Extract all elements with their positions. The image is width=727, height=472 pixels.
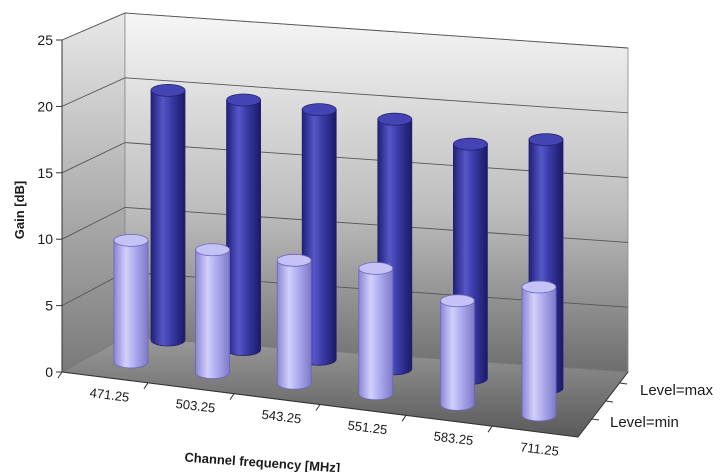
- x-tick-label: 583.25: [433, 428, 474, 448]
- y-tick-label: 0: [45, 364, 53, 380]
- depth-tick-mark: [619, 382, 628, 385]
- x-tick-mark: [57, 371, 63, 379]
- y-tick-label: 10: [37, 231, 53, 247]
- depth-tick-mark: [605, 400, 614, 403]
- depth-tick-mark: [591, 418, 600, 421]
- category-labels: 471.25 503.25 543.25 551.25 583.25 711.25: [57, 371, 579, 459]
- y-tick-label: 5: [45, 298, 53, 314]
- x-tick-label: 471.25: [89, 385, 130, 405]
- gridline: [61, 12, 629, 49]
- gridline: [61, 77, 629, 114]
- bar-cylinder: [113, 233, 149, 369]
- x-tick-mark: [229, 393, 235, 400]
- bar-cylinder: [276, 253, 312, 390]
- x-tick-label: 551.25: [347, 418, 388, 438]
- x-tick-mark: [143, 382, 149, 390]
- x-tick-mark: [315, 404, 321, 411]
- series-label: Level=min: [610, 414, 679, 431]
- x-tick-label: 711.25: [519, 439, 559, 459]
- y-tick-label: 20: [37, 98, 53, 114]
- x-axis-title: Channel frequency [MHz]: [184, 450, 341, 472]
- x-tick-label: 503.25: [175, 396, 216, 416]
- bar-cylinder: [439, 294, 475, 411]
- bar-cylinder: [150, 84, 186, 347]
- y-axis-ticks: 0 5 10 15 20 25: [37, 32, 63, 380]
- bar-cylinder: [195, 243, 231, 379]
- bar-cylinder: [521, 280, 557, 422]
- cylinder-bars: [113, 84, 564, 422]
- bar-cylinder: [226, 93, 262, 356]
- x-tick-mark: [487, 425, 493, 433]
- series-labels: Level=max Level=min: [577, 371, 713, 438]
- y-tick-label: 15: [37, 165, 53, 181]
- y-tick-label: 25: [37, 32, 53, 48]
- depth-axis-line: [577, 371, 629, 438]
- series-label: Level=max: [640, 382, 713, 399]
- x-tick-mark: [401, 415, 407, 422]
- bar-cylinder: [358, 261, 394, 401]
- y-axis-title: Gain [dB]: [12, 181, 27, 240]
- x-tick-label: 543.25: [261, 407, 302, 427]
